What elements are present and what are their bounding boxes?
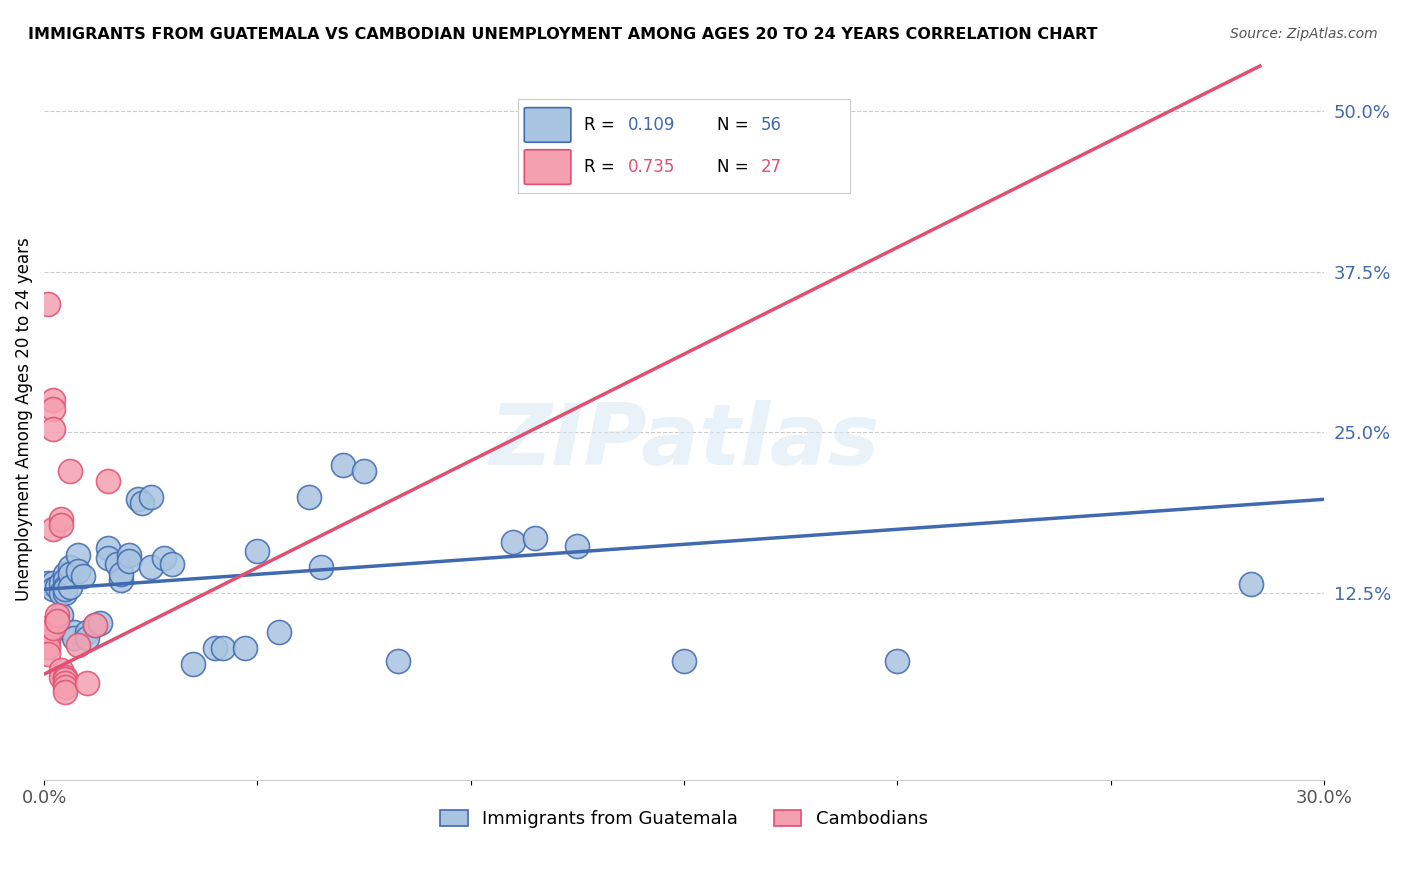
Point: [63, 631, 86, 645]
Point: [41, 393, 63, 408]
Point: [67, 564, 90, 578]
Point: [55, 676, 77, 690]
Point: [502, 534, 524, 549]
Point: [523, 531, 546, 545]
Point: [55, 574, 77, 588]
Point: [886, 654, 908, 668]
Point: [51, 518, 73, 533]
Point: [41, 402, 63, 417]
Point: [105, 557, 128, 571]
Point: [297, 490, 319, 504]
Point: [72, 569, 94, 583]
Point: [41, 621, 63, 635]
Point: [118, 554, 141, 568]
Point: [183, 657, 205, 671]
Point: [59, 566, 82, 581]
Point: [567, 539, 589, 553]
Point: [51, 586, 73, 600]
Point: [55, 580, 77, 594]
Point: [76, 676, 98, 690]
Point: [55, 586, 77, 600]
Point: [41, 422, 63, 436]
Point: [127, 492, 149, 507]
Point: [97, 475, 120, 489]
Point: [212, 641, 235, 656]
Point: [59, 560, 82, 574]
Point: [131, 496, 153, 510]
Text: ZIPatlas: ZIPatlas: [489, 400, 879, 483]
Point: [139, 490, 162, 504]
Point: [51, 575, 73, 590]
Point: [67, 548, 90, 562]
Point: [332, 458, 354, 472]
Point: [55, 685, 77, 699]
Point: [84, 618, 107, 632]
Point: [41, 575, 63, 590]
Point: [37, 633, 59, 648]
Point: [45, 621, 67, 635]
Point: [672, 654, 695, 668]
Point: [97, 541, 120, 556]
Point: [37, 621, 59, 635]
Point: [45, 608, 67, 623]
Point: [353, 464, 375, 478]
Point: [84, 618, 107, 632]
Point: [204, 641, 226, 656]
Text: Source: ZipAtlas.com: Source: ZipAtlas.com: [1230, 27, 1378, 41]
Point: [152, 551, 174, 566]
Point: [160, 557, 183, 571]
Point: [37, 297, 59, 311]
Point: [51, 511, 73, 525]
Point: [110, 574, 132, 588]
Point: [45, 615, 67, 629]
Point: [45, 580, 67, 594]
Point: [267, 624, 290, 639]
Point: [51, 670, 73, 684]
Y-axis label: Unemployment Among Ages 20 to 24 years: Unemployment Among Ages 20 to 24 years: [15, 238, 32, 601]
Point: [246, 543, 269, 558]
Point: [37, 575, 59, 590]
Point: [118, 548, 141, 562]
Point: [45, 618, 67, 632]
Point: [63, 624, 86, 639]
Point: [51, 663, 73, 677]
Text: IMMIGRANTS FROM GUATEMALA VS CAMBODIAN UNEMPLOYMENT AMONG AGES 20 TO 24 YEARS CO: IMMIGRANTS FROM GUATEMALA VS CAMBODIAN U…: [28, 27, 1098, 42]
Point: [55, 680, 77, 694]
Point: [76, 631, 98, 645]
Point: [139, 560, 162, 574]
Point: [55, 566, 77, 581]
Point: [110, 566, 132, 581]
Point: [97, 551, 120, 566]
Point: [67, 638, 90, 652]
Point: [41, 522, 63, 536]
Point: [41, 582, 63, 597]
Point: [37, 627, 59, 641]
Point: [311, 560, 333, 574]
Point: [89, 615, 111, 630]
Point: [1240, 577, 1263, 591]
Point: [55, 673, 77, 687]
Point: [59, 580, 82, 594]
Point: [59, 464, 82, 478]
Point: [55, 582, 77, 597]
Point: [76, 624, 98, 639]
Point: [51, 608, 73, 623]
Legend: Immigrants from Guatemala, Cambodians: Immigrants from Guatemala, Cambodians: [433, 803, 935, 836]
Point: [387, 654, 409, 668]
Point: [55, 670, 77, 684]
Point: [37, 640, 59, 655]
Point: [37, 647, 59, 661]
Point: [233, 641, 256, 656]
